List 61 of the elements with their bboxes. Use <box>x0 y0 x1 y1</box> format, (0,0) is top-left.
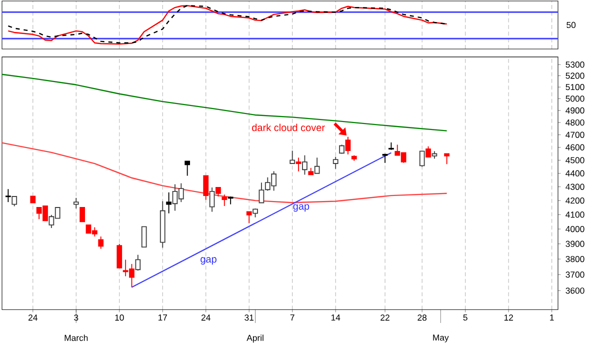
candlestick <box>135 254 141 272</box>
x-tick-label: 5 <box>463 314 468 321</box>
candlestick <box>426 146 431 158</box>
x-tick-label: 10 <box>115 314 124 321</box>
x2-tick-label: March <box>64 334 88 341</box>
y-tick-label: 4900 <box>566 107 584 114</box>
candlestick <box>116 243 122 268</box>
x2-tick-label: May <box>433 334 449 342</box>
x-tick-label: 17 <box>158 314 167 320</box>
y-tick-label: 4700 <box>566 132 584 138</box>
y-tick-label: 5300 <box>566 62 584 68</box>
candlestick <box>98 236 104 250</box>
y-tick-label: 5000 <box>566 96 584 102</box>
candlestick <box>209 187 215 212</box>
candlestick <box>166 192 172 214</box>
x-tick-label: 28 <box>418 314 427 321</box>
candlestick <box>345 136 351 155</box>
y-tick-label: 3600 <box>566 288 584 294</box>
x-tick-label: 24 <box>201 314 210 321</box>
candlestick <box>296 157 302 172</box>
x-tick-label: 24 <box>28 314 38 321</box>
candlestick <box>203 175 209 200</box>
x-tick-label: 31 <box>244 314 254 321</box>
y-tick-label: 5100 <box>566 84 584 90</box>
x-tick-label: 12 <box>504 314 513 321</box>
candlestick <box>141 226 147 248</box>
x2-tick-label: April <box>246 334 264 343</box>
candlestick <box>314 157 320 174</box>
x-tick-label: 3 <box>74 314 78 321</box>
candlestick <box>290 150 296 164</box>
text: 50 <box>566 22 576 28</box>
y-tick-label: 3900 <box>566 240 584 247</box>
y-tick-label: 4800 <box>566 119 584 126</box>
y-tick-label: 4300 <box>566 184 584 190</box>
x-tick-label: 22 <box>380 314 390 321</box>
annotation: dark cloud cover <box>252 124 325 132</box>
candlestick <box>332 156 338 170</box>
annotation: gap <box>293 204 310 212</box>
candlestick <box>184 160 190 176</box>
y-tick-label: 5200 <box>566 72 584 79</box>
candlestick <box>339 144 344 154</box>
candlestick <box>80 207 86 222</box>
y-tick-label: 4200 <box>566 197 584 204</box>
x-tick-label: 7 <box>290 314 294 320</box>
candlestick <box>216 187 221 197</box>
candlestick <box>222 194 228 206</box>
y-tick-label: 4600 <box>566 144 584 150</box>
candlestick <box>444 153 450 165</box>
y-tick-label: 3800 <box>566 256 584 262</box>
y-tick-label: 3700 <box>566 272 584 278</box>
candlestick <box>302 154 308 176</box>
candlestick <box>246 211 252 224</box>
x-tick-label: 14 <box>331 314 340 320</box>
y-tick-label: 4400 <box>566 170 584 176</box>
x-tick-label: 1 <box>550 314 554 320</box>
candlestick <box>73 197 79 209</box>
candlestick <box>419 150 425 168</box>
y-tick-label: 4000 <box>566 226 584 232</box>
y-tick-label: 4500 <box>566 157 584 164</box>
y-tick-label: 4100 <box>566 212 584 218</box>
annotation: gap <box>200 257 216 265</box>
